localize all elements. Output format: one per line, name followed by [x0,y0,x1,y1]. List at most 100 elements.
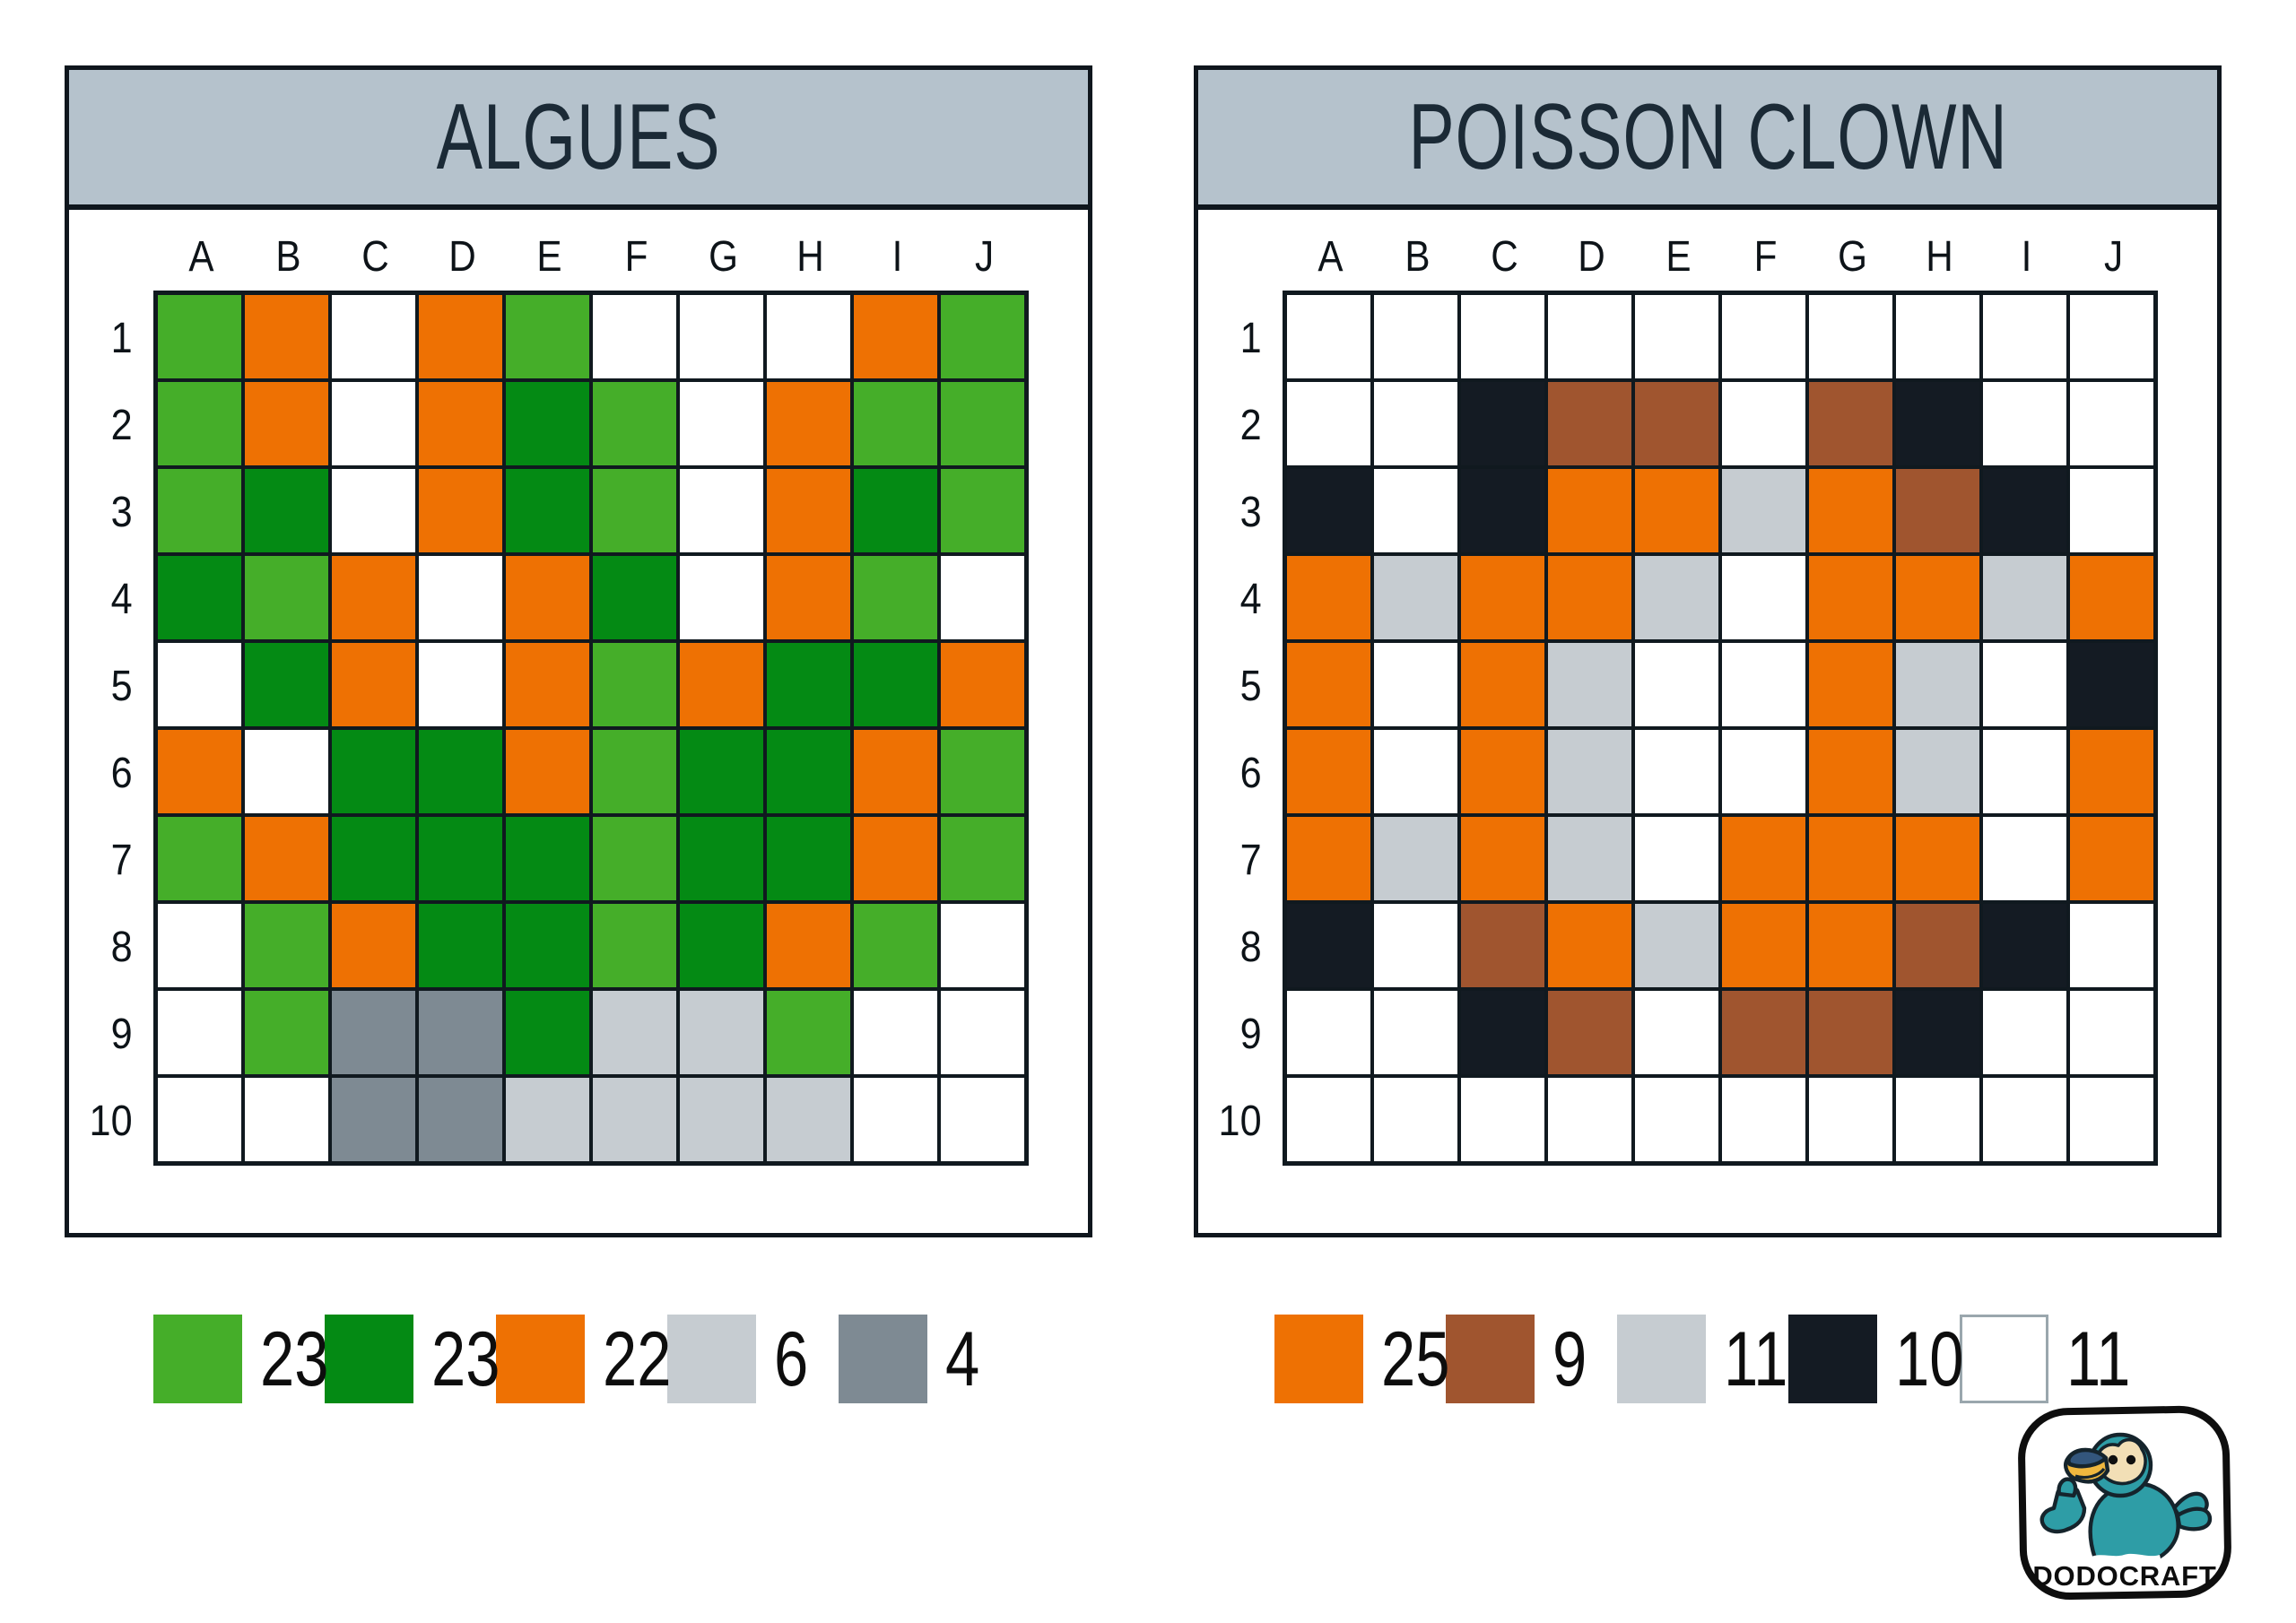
legend-entry-light-green: 23 [153,1315,329,1403]
row-number-2: 2 [110,402,133,449]
grid-cell-h7-orange [1896,817,1979,900]
grid-cell-i5-white [1983,643,2066,726]
row-number-6: 6 [110,750,133,797]
row-number-3: 3 [110,489,133,536]
grid-cell-h3-orange [767,469,850,552]
grid-cell-h2-orange [767,382,850,465]
grid-cell-j6-orange [2070,730,2153,813]
grid-cell-j4-white [941,556,1024,639]
grid-cell-c1-white [332,295,415,378]
column-letter-e: E [1665,232,1692,281]
grid-cell-h4-orange [1896,556,1979,639]
grid-cell-c8-orange [332,904,415,987]
grid-cell-i9-white [1983,991,2066,1074]
grid-cell-j9-white [941,991,1024,1074]
column-letter-a: A [188,232,214,281]
row-number-2: 2 [1239,402,1262,449]
grid-cell-j8-white [941,904,1024,987]
column-letter-j: J [2103,232,2124,281]
grid-cell-f7-orange [1722,817,1805,900]
grid-cell-d2-brown [1548,382,1631,465]
grid-cell-b4-light-gray [1374,556,1457,639]
legend-count-brown: 9 [1552,1315,1587,1402]
grid-cell-e4-orange [506,556,589,639]
grid-cell-i7-orange [854,817,937,900]
grid-cell-e6-white [1635,730,1718,813]
grid-cell-d7-dark-green [419,817,502,900]
column-letter-e: E [536,232,562,281]
dodocraft-logo: DODOCRAFT [2018,1405,2231,1601]
grid-cell-f9-brown [1722,991,1805,1074]
grid-cell-e7-dark-green [506,817,589,900]
grid-cell-a10-white [1287,1078,1370,1161]
legend-swatch-orange [496,1315,585,1403]
row-numbers: 1 2 3 4 5 6 7 8 9 10 [69,291,153,1166]
grid-cell-j5-orange [941,643,1024,726]
dodo-bird-illustration [2039,1432,2213,1569]
row-number-7: 7 [110,837,133,884]
column-letter-g: G [709,232,738,281]
legend-entry-white: 11 [1960,1315,2131,1403]
grid-cell-g10-white [1809,1078,1892,1161]
grid-cell-b2-orange [245,382,328,465]
grid-cell-f5-light-green [593,643,676,726]
legend-entry-slate-gray: 4 [839,1315,1010,1403]
row-number-4: 4 [1239,576,1262,623]
grid-cell-c1-white [1461,295,1544,378]
grid-cell-b5-white [1374,643,1457,726]
grid-cell-c5-orange [1461,643,1544,726]
grid-cell-f4-white [1722,556,1805,639]
grid-cell-j10-white [2070,1078,2153,1161]
grid-cell-f10-white [1722,1078,1805,1161]
grid-cell-c2-black [1461,382,1544,465]
grid-cell-e1-light-green [506,295,589,378]
grid-cell-f1-white [1722,295,1805,378]
grid-cell-c9-black [1461,991,1544,1074]
grid-cell-e2-dark-green [506,382,589,465]
grid-cell-g8-dark-green [680,904,763,987]
grid-cell-g10-light-gray [680,1078,763,1161]
grid-row-area: 1 2 3 4 5 6 7 8 9 10 [1198,291,2217,1166]
legend-swatch-light-gray [667,1315,756,1403]
grid-cell-i6-white [1983,730,2066,813]
panel-header: POISSON CLOWN [1198,70,2217,210]
legend-entry-orange: 25 [1274,1315,1450,1403]
grid-cell-a2-white [1287,382,1370,465]
grid-cell-d9-brown [1548,991,1631,1074]
row-number-9: 9 [1239,1011,1262,1058]
grid-cell-e5-orange [506,643,589,726]
grid-cell-i8-black [1983,904,2066,987]
grid-cell-b3-white [1374,469,1457,552]
grid-cell-a1-light-green [158,295,241,378]
grid-cell-d3-orange [1548,469,1631,552]
row-number-1: 1 [1239,315,1262,362]
grid-cell-h9-black [1896,991,1979,1074]
grid-cell-d1-white [1548,295,1631,378]
grid-cell-j7-light-green [941,817,1024,900]
grid-cell-a3-light-green [158,469,241,552]
grid-cell-h10-light-gray [767,1078,850,1161]
grid-cell-f3-light-green [593,469,676,552]
grid-cell-f6-white [1722,730,1805,813]
grid-cell-b10-white [1374,1078,1457,1161]
row-number-8: 8 [1239,924,1262,971]
legend-count-light-gray: 6 [774,1315,809,1402]
legend-count-black: 10 [1895,1315,1964,1402]
grid-cell-a9-white [158,991,241,1074]
grid-cell-a7-orange [1287,817,1370,900]
grid-cell-d8-dark-green [419,904,502,987]
panel-title: ALGUES [436,84,721,189]
grid-cell-c3-black [1461,469,1544,552]
grid-cell-h1-white [767,295,850,378]
grid-cell-f1-white [593,295,676,378]
grid-cell-e8-light-gray [1635,904,1718,987]
grid-cell-c4-orange [1461,556,1544,639]
column-letter-i: I [891,232,903,281]
grid-cell-d5-light-gray [1548,643,1631,726]
grid-cell-d4-orange [1548,556,1631,639]
grid-cell-d6-light-gray [1548,730,1631,813]
grid-cell-b3-dark-green [245,469,328,552]
panel-title: POISSON CLOWN [1407,84,2008,189]
grid-cell-b2-white [1374,382,1457,465]
